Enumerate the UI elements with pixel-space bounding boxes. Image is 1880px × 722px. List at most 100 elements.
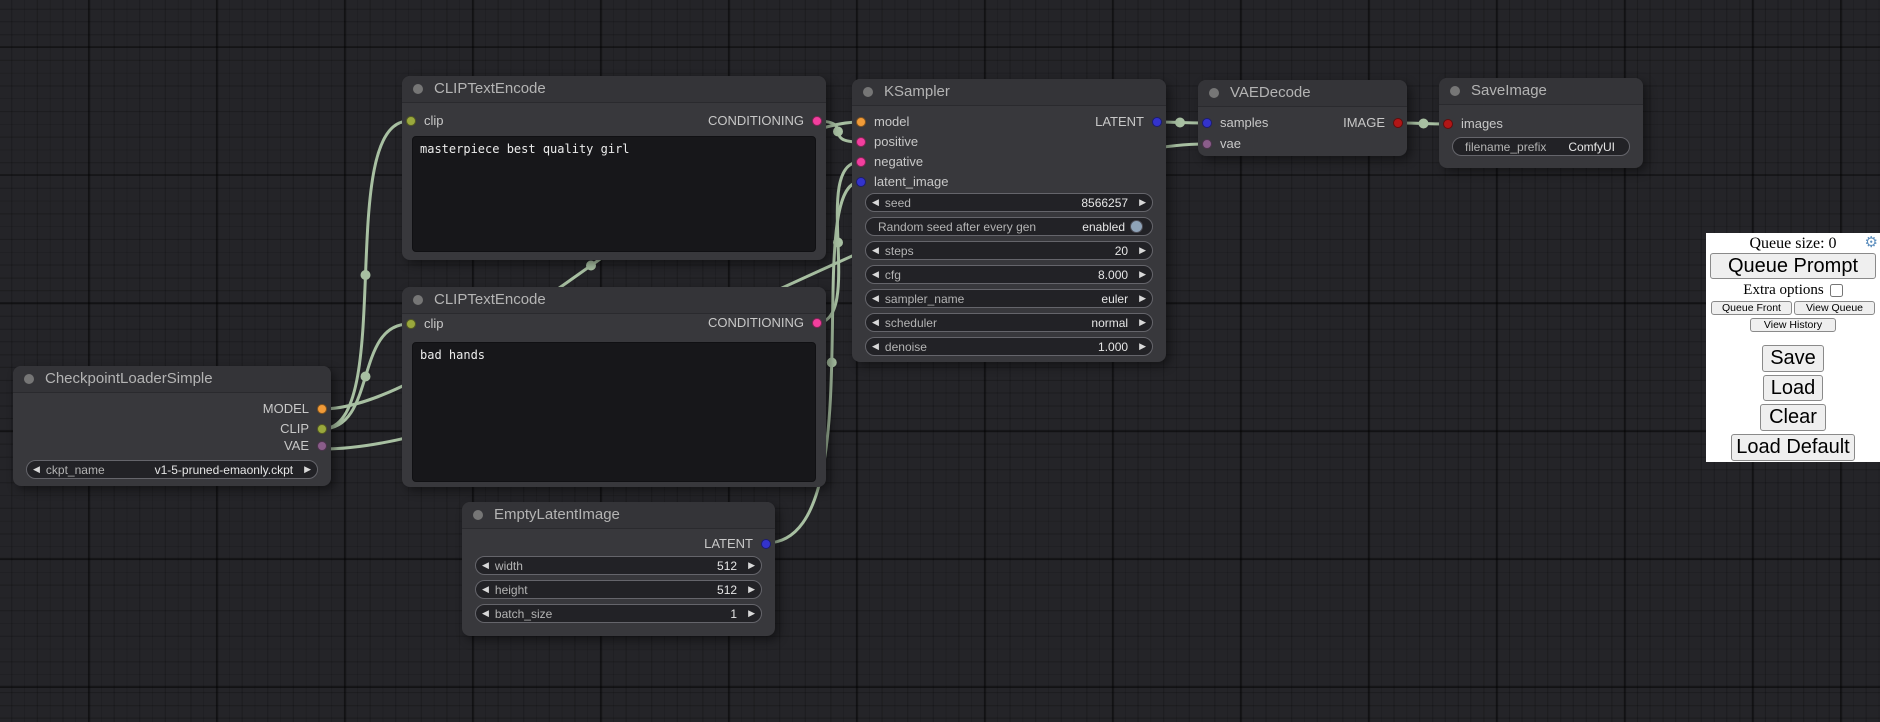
output-port-image[interactable]: IMAGE [1343,114,1407,132]
widget-batch-size[interactable]: ◀ batch_size 1 ▶ [475,604,762,623]
collapse-dot[interactable] [413,84,423,94]
decrement-arrow-icon[interactable]: ◀ [33,464,40,474]
node-saveimage[interactable]: SaveImage images filename_prefix ComfyUI [1439,78,1643,168]
port-dot-clip[interactable] [406,319,416,329]
port-dot-conditioning[interactable] [812,116,822,126]
increment-arrow-icon[interactable]: ▶ [304,464,311,474]
collapse-dot[interactable] [413,295,423,305]
node-cliptextencode[interactable]: CLIPTextEncode clip CONDITIONING masterpiec… [402,76,826,260]
node-vaedecode[interactable]: VAEDecode samples vae IMAGE [1198,80,1407,156]
increment-arrow-icon[interactable]: ▶ [1139,317,1146,327]
node-titlebar[interactable]: CLIPTextEncode [402,76,826,103]
increment-arrow-icon[interactable]: ▶ [1139,245,1146,255]
port-dot-conditioning[interactable] [856,137,866,147]
decrement-arrow-icon[interactable]: ◀ [872,197,879,207]
clear-button[interactable]: Clear [1760,404,1826,431]
increment-arrow-icon[interactable]: ▶ [748,584,755,594]
widget-width[interactable]: ◀ width 512 ▶ [475,556,762,575]
widget-filename-prefix[interactable]: filename_prefix ComfyUI [1452,137,1630,156]
port-dot-latent[interactable] [856,177,866,187]
increment-arrow-icon[interactable]: ▶ [748,608,755,618]
save-button[interactable]: Save [1762,345,1824,372]
node-cliptextencode[interactable]: CLIPTextEncode clip CONDITIONING bad hands [402,287,826,487]
widget-denoise[interactable]: ◀ denoise 1.000 ▶ [865,337,1153,356]
collapse-dot[interactable] [1209,88,1219,98]
widget-ckpt-name[interactable]: ◀ ckpt_name v1-5-pruned-emaonly.ckpt ▶ [26,460,318,479]
input-port-images[interactable]: images [1439,115,1503,133]
node-titlebar[interactable]: VAEDecode [1198,80,1407,107]
input-port-clip[interactable]: clip [402,315,444,333]
input-port-latent_image[interactable]: latent_image [852,173,948,191]
view-history-button[interactable]: View History [1750,318,1836,332]
widget-seed[interactable]: ◀ seed 8566257 ▶ [865,193,1153,212]
increment-arrow-icon[interactable]: ▶ [1139,293,1146,303]
gear-icon[interactable]: ⚙ [1864,235,1878,251]
port-dot-clip[interactable] [406,116,416,126]
output-port-conditioning[interactable]: CONDITIONING [708,112,826,130]
port-dot-latent[interactable] [761,539,771,549]
port-dot-vae[interactable] [1202,139,1212,149]
port-dot-clip[interactable] [317,424,327,434]
port-dot-image[interactable] [1393,118,1403,128]
view-queue-button[interactable]: View Queue [1794,301,1875,315]
prompt-textarea[interactable]: bad hands [412,342,816,482]
increment-arrow-icon[interactable]: ▶ [1139,197,1146,207]
collapse-dot[interactable] [473,510,483,520]
toggle-dot[interactable] [1130,220,1143,233]
port-dot-latent[interactable] [1202,118,1212,128]
prompt-textarea[interactable]: masterpiece best quality girl [412,136,816,252]
input-port-positive[interactable]: positive [852,133,918,151]
increment-arrow-icon[interactable]: ▶ [1139,269,1146,279]
node-emptylatentimage[interactable]: EmptyLatentImage LATENT ◀ width 512 ▶ ◀ height 5… [462,502,775,636]
extra-options-checkbox[interactable] [1829,283,1843,297]
decrement-arrow-icon[interactable]: ◀ [872,341,879,351]
input-port-negative[interactable]: negative [852,153,923,171]
widget-sampler-name[interactable]: ◀ sampler_name euler ▶ [865,289,1153,308]
decrement-arrow-icon[interactable]: ◀ [482,584,489,594]
output-port-latent[interactable]: LATENT [1095,113,1166,131]
decrement-arrow-icon[interactable]: ◀ [482,608,489,618]
queue-prompt-button[interactable]: Queue Prompt [1710,253,1876,279]
node-checkpointloadersimple[interactable]: CheckpointLoaderSimple MODEL CLIP VAE ◀ ckpt_… [13,366,331,486]
node-titlebar[interactable]: CLIPTextEncode [402,287,826,314]
port-dot-vae[interactable] [317,441,327,451]
widget-scheduler[interactable]: ◀ scheduler normal ▶ [865,313,1153,332]
port-dot-model[interactable] [856,117,866,127]
load-default-button[interactable]: Load Default [1731,434,1855,461]
output-port-conditioning[interactable]: CONDITIONING [708,314,826,332]
collapse-dot[interactable] [1450,86,1460,96]
node-titlebar[interactable]: SaveImage [1439,78,1643,105]
widget-steps[interactable]: ◀ steps 20 ▶ [865,241,1153,260]
queue-front-button[interactable]: Queue Front [1711,301,1792,315]
increment-arrow-icon[interactable]: ▶ [1139,341,1146,351]
input-port-model[interactable]: model [852,113,909,131]
node-titlebar[interactable]: KSampler [852,79,1166,106]
node-ksampler[interactable]: KSampler model positive negative latent_imag… [852,79,1166,362]
node-titlebar[interactable]: EmptyLatentImage [462,502,775,529]
output-port-vae[interactable]: VAE [284,437,331,455]
increment-arrow-icon[interactable]: ▶ [748,560,755,570]
output-port-model[interactable]: MODEL [263,400,331,418]
decrement-arrow-icon[interactable]: ◀ [872,293,879,303]
load-button[interactable]: Load [1763,375,1823,401]
decrement-arrow-icon[interactable]: ◀ [872,245,879,255]
input-port-samples[interactable]: samples [1198,114,1268,132]
port-dot-latent[interactable] [1152,117,1162,127]
widget-cfg[interactable]: ◀ cfg 8.000 ▶ [865,265,1153,284]
output-port-latent[interactable]: LATENT [704,535,775,553]
input-port-vae[interactable]: vae [1198,135,1241,153]
port-dot-model[interactable] [317,404,327,414]
input-port-clip[interactable]: clip [402,112,444,130]
output-port-clip[interactable]: CLIP [280,420,331,438]
widget-random-seed-after-every-gen[interactable]: Random seed after every gen enabled [865,217,1153,236]
collapse-dot[interactable] [24,374,34,384]
node-titlebar[interactable]: CheckpointLoaderSimple [13,366,331,393]
port-dot-conditioning[interactable] [856,157,866,167]
decrement-arrow-icon[interactable]: ◀ [872,269,879,279]
decrement-arrow-icon[interactable]: ◀ [482,560,489,570]
decrement-arrow-icon[interactable]: ◀ [872,317,879,327]
widget-height[interactable]: ◀ height 512 ▶ [475,580,762,599]
port-dot-conditioning[interactable] [812,318,822,328]
port-dot-image[interactable] [1443,119,1453,129]
